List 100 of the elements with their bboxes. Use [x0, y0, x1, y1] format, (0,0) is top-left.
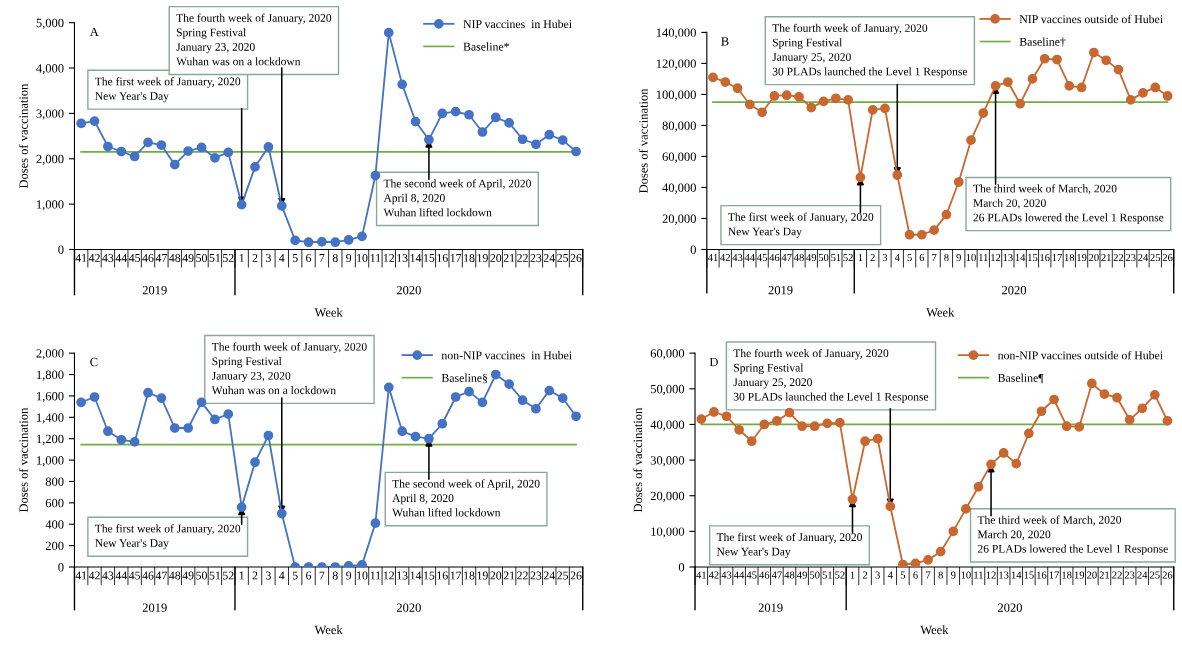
- x-tick-label: 7: [319, 571, 325, 580]
- x-tick-label: 25: [1150, 253, 1161, 262]
- x-tick-label: 9: [956, 253, 961, 262]
- point: [1074, 422, 1085, 432]
- point: [236, 199, 247, 210]
- y-axis-title: Doses of vaccination: [18, 83, 28, 189]
- x-tick-label: 20: [490, 571, 502, 580]
- point: [370, 518, 381, 529]
- legend-label: non-NIP vaccines in Hubei: [441, 351, 572, 360]
- y-tick-label: 30,000: [650, 456, 685, 467]
- point: [531, 139, 541, 150]
- x-tick-label: 5: [907, 254, 912, 262]
- x-tick-label: 50: [810, 571, 820, 579]
- point: [744, 99, 755, 110]
- point: [1052, 54, 1062, 65]
- x-tick-label: 4: [279, 571, 285, 580]
- annotation: The first week of January, 2020 New Year's Day: [728, 212, 874, 238]
- point: [797, 421, 807, 432]
- x-tick-label: 45: [757, 254, 767, 262]
- point: [1149, 389, 1160, 400]
- point: [1138, 88, 1148, 98]
- y-axis-title: Doses of vaccination: [633, 407, 643, 513]
- point: [76, 397, 87, 408]
- point: [383, 382, 394, 393]
- point: [835, 417, 845, 428]
- x-tick-label: 50: [196, 571, 207, 580]
- y-tick-label: 60,000: [662, 152, 696, 163]
- point: [696, 414, 707, 424]
- x-tick-label: 25: [557, 254, 569, 262]
- point: [276, 201, 287, 211]
- x-tick-label: 47: [781, 254, 792, 261]
- point: [1036, 406, 1047, 417]
- annotation: The second week of April, 2020 April 8, 2020 Wuhan lifted lockdown: [383, 179, 531, 217]
- point: [720, 77, 731, 87]
- annotation: The second week of April, 2020 April 8, 2020 Wuhan lifted lockdown: [392, 479, 540, 517]
- x-tick-label: 13: [397, 254, 408, 262]
- point: [156, 140, 167, 151]
- x-tick-label: 17: [1049, 571, 1060, 579]
- point: [183, 146, 194, 156]
- x-tick-label: 41: [75, 571, 87, 580]
- x-tick-label: 47: [155, 254, 167, 262]
- annotation: The fourth week of January, 2020 Spring Festival January 25, 2020 30 PLADs launched the Level 1 Response: [772, 23, 968, 78]
- x-tick-label: 19: [477, 254, 488, 262]
- point: [343, 235, 354, 245]
- point: [1086, 378, 1097, 389]
- x-tick-label: 6: [913, 571, 918, 579]
- point: [143, 387, 153, 398]
- point: [129, 151, 140, 162]
- x-tick-label: 5: [292, 254, 298, 262]
- y-tick-label: 5,000: [36, 18, 64, 29]
- x-tick-label: 14: [1011, 571, 1022, 579]
- x-tick-label: 2: [252, 571, 258, 580]
- point: [210, 152, 220, 163]
- point: [196, 397, 207, 408]
- point: [143, 137, 153, 148]
- x-tick-label: 26: [1162, 253, 1173, 262]
- x-tick-label: 12: [383, 254, 395, 262]
- x-tick-label: 26: [570, 571, 582, 580]
- y-axis-title: Doses of vaccination: [18, 407, 28, 513]
- point: [544, 385, 555, 396]
- point: [1064, 81, 1075, 91]
- x-tick-label: 42: [708, 571, 719, 579]
- point: [517, 134, 528, 145]
- x-tick-label: 16: [1037, 571, 1047, 579]
- text: 2019: [142, 603, 167, 612]
- x-tick-label: 9: [346, 254, 352, 262]
- y-tick-label: 0: [58, 563, 64, 572]
- annotation: The fourth week of January, 2020 Spring Festival January 23, 2020 Wuhan was on a lockdown: [211, 342, 367, 395]
- annotation: The first week of January, 2020 New Year's Day: [95, 524, 241, 550]
- x-tick-label: 47: [771, 571, 782, 579]
- x-tick-label: 8: [938, 571, 943, 579]
- x-tick-label: 15: [424, 254, 435, 262]
- y-tick-label: 1,000: [37, 456, 64, 467]
- x-tick-label: 18: [1062, 571, 1072, 579]
- x-tick-label: 10: [966, 253, 976, 262]
- point: [818, 96, 829, 107]
- point: [1002, 77, 1013, 87]
- point: [978, 108, 989, 118]
- x-tick-label: 18: [464, 571, 475, 580]
- point: [935, 546, 946, 557]
- y-tick-label: 100,000: [656, 90, 696, 101]
- annotation: The third week of March, 2020 March 20, 2020 26 PLADs lowered the Level 1 Response: [973, 184, 1164, 224]
- x-tick-label: 1: [858, 254, 863, 261]
- point: [276, 508, 287, 519]
- text: 2020: [998, 603, 1022, 612]
- y-tick-label: 4,000: [36, 64, 64, 75]
- x-tick-label: 47: [155, 571, 167, 580]
- point: [1027, 74, 1038, 84]
- x-tick-label: 4: [894, 254, 900, 261]
- x-tick-label: 50: [196, 253, 207, 262]
- x-tick-label: 17: [1052, 254, 1062, 261]
- x-tick-label: 45: [128, 571, 141, 580]
- y-tick-label: 200: [45, 541, 64, 551]
- x-tick-label: 23: [1124, 571, 1135, 579]
- point: [330, 237, 341, 248]
- point: [103, 426, 113, 437]
- point: [223, 409, 234, 419]
- legend-label: Baseline¶: [997, 373, 1044, 384]
- x-tick-label: 6: [306, 254, 312, 262]
- point: [424, 134, 434, 145]
